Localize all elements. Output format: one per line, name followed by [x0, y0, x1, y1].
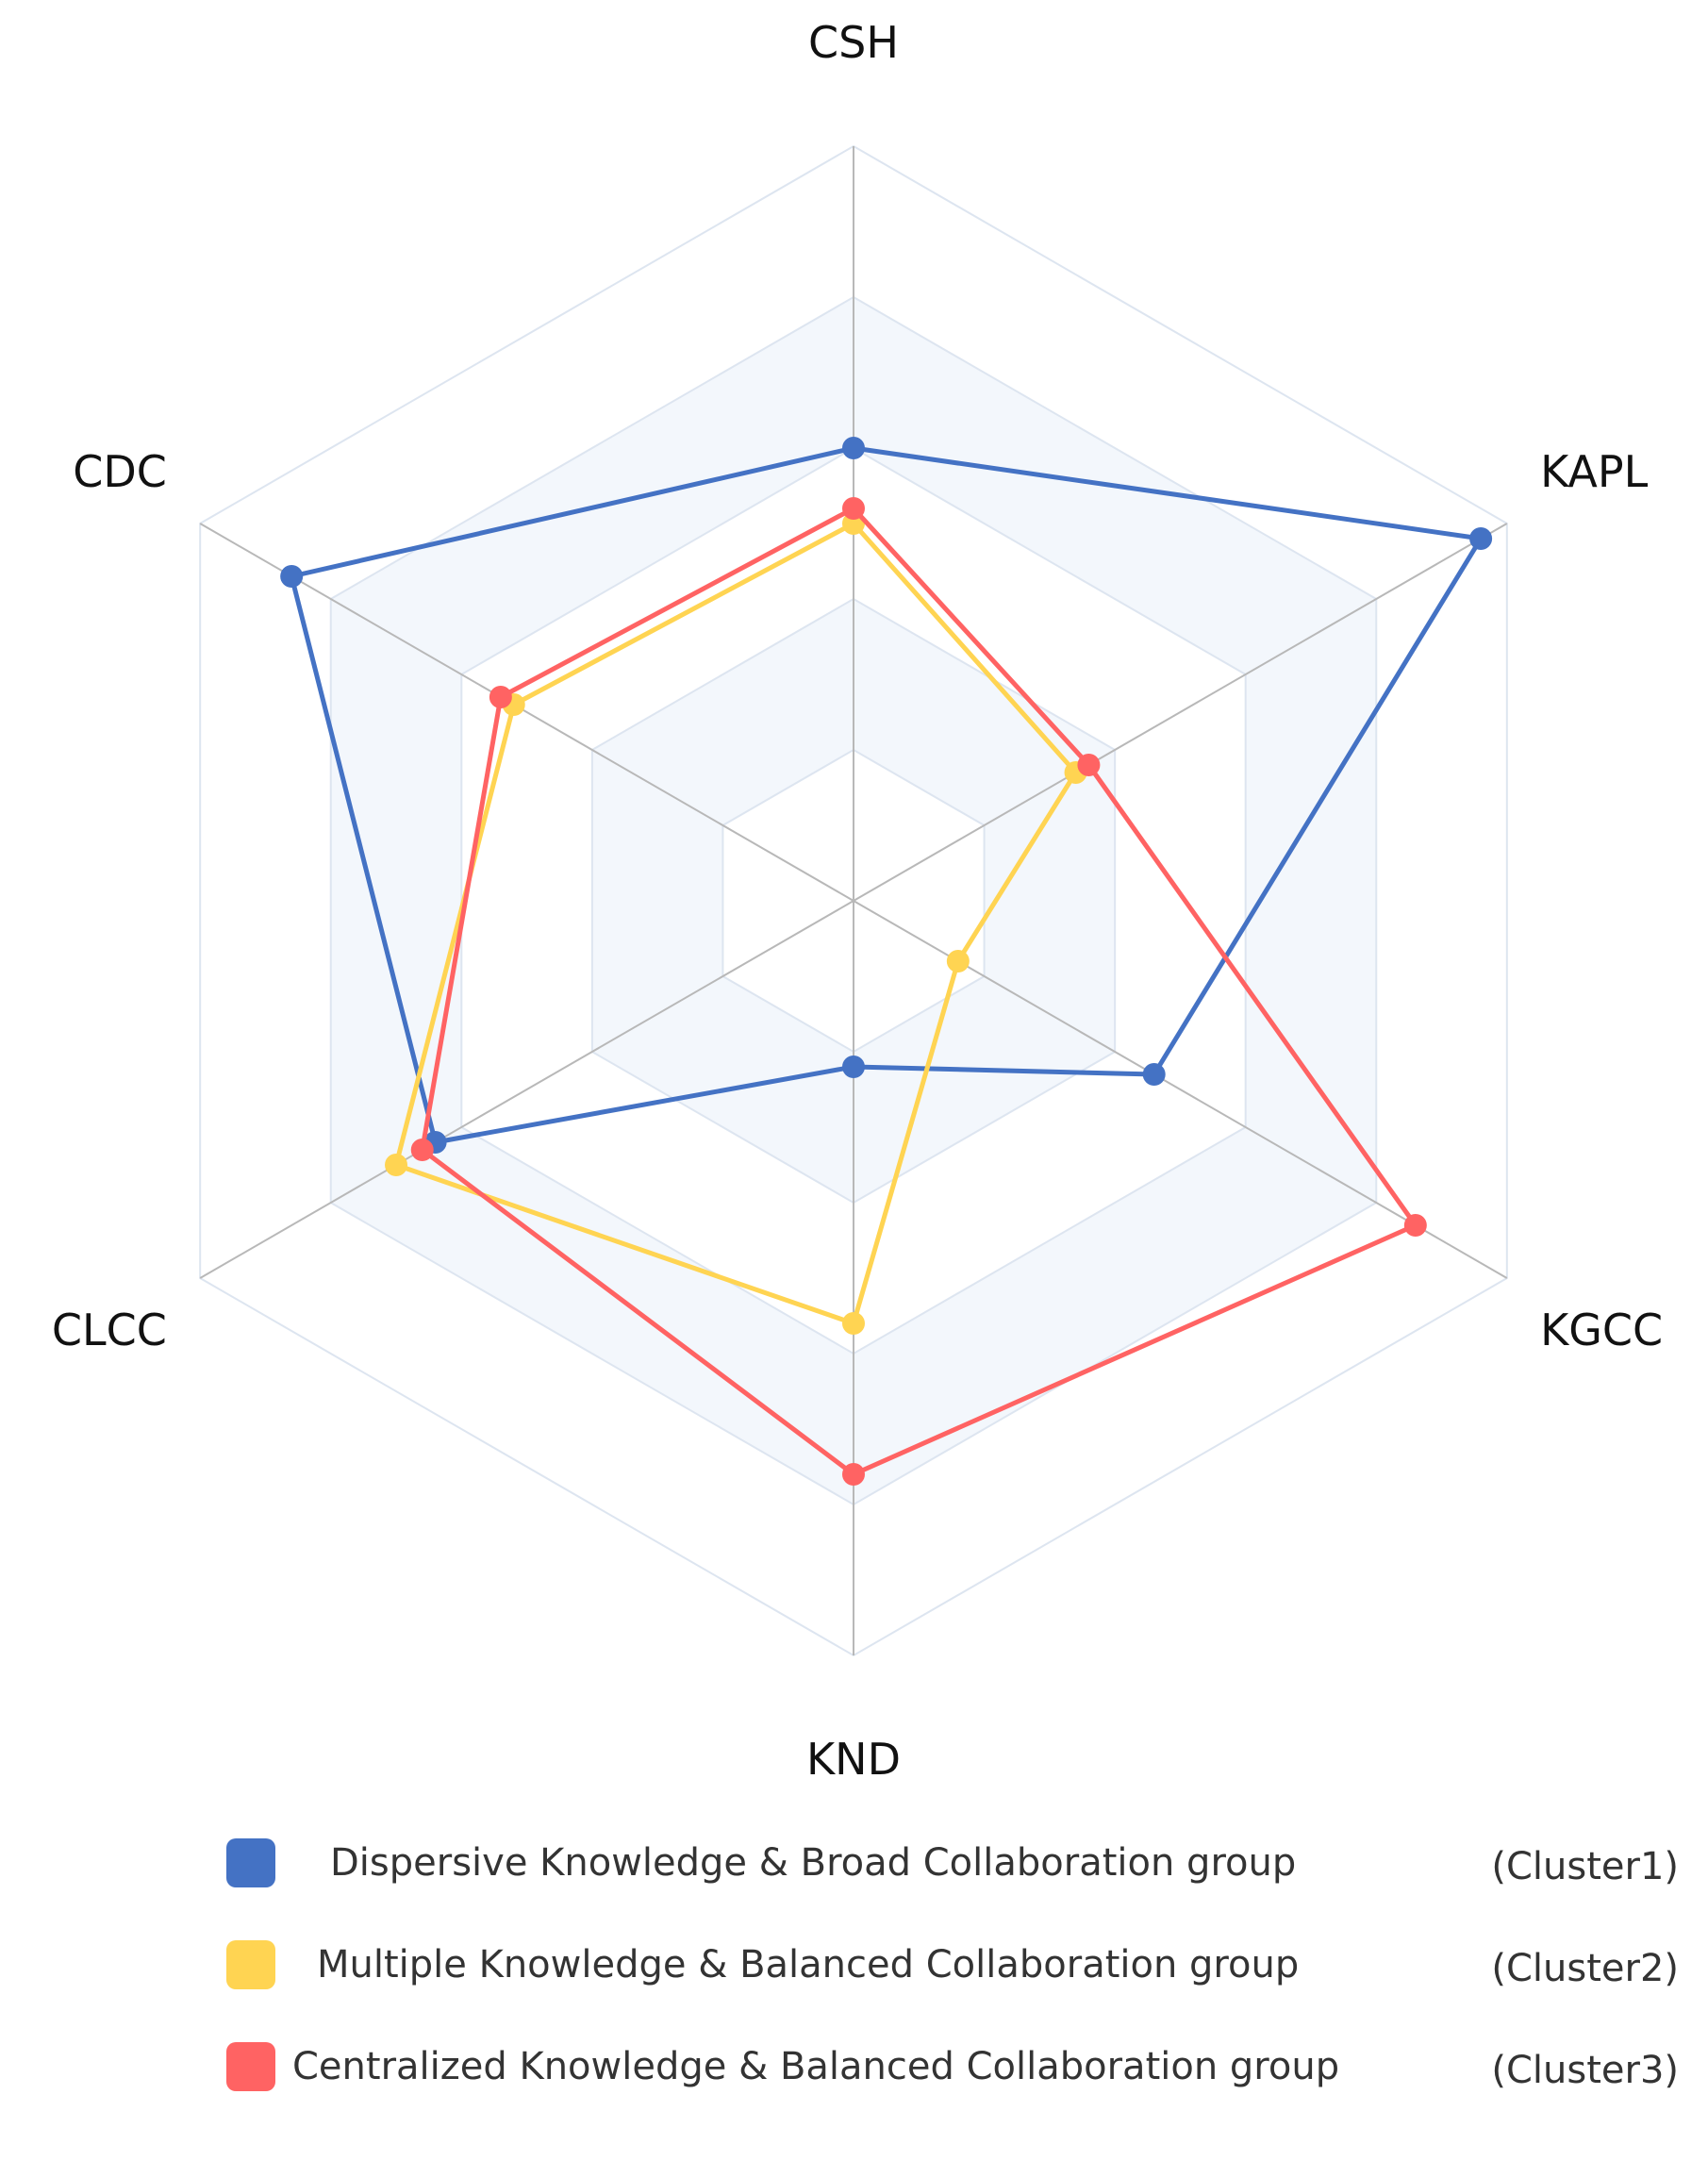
- series-cluster1: [280, 437, 1493, 1154]
- axis-label-csh: CSH: [808, 17, 899, 68]
- point-cluster3-knd[interactable]: [842, 1463, 865, 1486]
- point-cluster3-kgcc[interactable]: [1403, 1214, 1427, 1237]
- legend-swatch-cluster1: [226, 1838, 275, 1887]
- axis-label-knd: KND: [806, 1734, 901, 1785]
- point-cluster2-clcc[interactable]: [385, 1154, 408, 1176]
- spoke-clcc: [199, 900, 854, 1279]
- point-cluster1-csh[interactable]: [842, 437, 865, 459]
- point-cluster3-cdc[interactable]: [489, 686, 512, 708]
- legend-swatch-cluster3: [226, 2042, 275, 2091]
- legend-cluster-tag-1: (Cluster1): [1491, 1845, 1679, 1888]
- axis-label-kapl: KAPL: [1540, 446, 1649, 497]
- point-cluster3-clcc[interactable]: [410, 1139, 434, 1161]
- series-cluster3: [410, 497, 1427, 1486]
- point-cluster2-kgcc[interactable]: [946, 950, 970, 972]
- legend: Dispersive Knowledge & Broad Collaborati…: [0, 1830, 1708, 2141]
- axis-labels: CSH KAPL KGCC KND CLCC CDC: [52, 17, 1663, 1785]
- point-cluster3-csh[interactable]: [842, 497, 865, 520]
- legend-item-cluster2[interactable]: Multiple Knowledge & Balanced Collaborat…: [226, 1932, 1679, 1998]
- point-cluster1-cdc[interactable]: [280, 565, 304, 588]
- point-cluster1-knd[interactable]: [842, 1056, 865, 1078]
- radar-series: [280, 437, 1493, 1486]
- axis-label-kgcc: KGCC: [1540, 1305, 1663, 1355]
- legend-item-cluster3[interactable]: Centralized Knowledge & Balanced Collabo…: [226, 2034, 1679, 2100]
- legend-label-cluster1: Dispersive Knowledge & Broad Collaborati…: [330, 1841, 1297, 1885]
- spoke-kapl: [853, 523, 1508, 902]
- legend-cluster-tag-3: (Cluster3): [1491, 2049, 1679, 2092]
- point-cluster2-knd[interactable]: [842, 1312, 865, 1335]
- point-cluster1-kgcc[interactable]: [1142, 1063, 1166, 1086]
- legend-label-cluster2: Multiple Knowledge & Balanced Collaborat…: [317, 1943, 1300, 1986]
- axis-label-clcc: CLCC: [52, 1305, 167, 1355]
- legend-label-cluster3: Centralized Knowledge & Balanced Collabo…: [292, 2045, 1340, 2088]
- point-cluster1-kapl[interactable]: [1469, 527, 1493, 550]
- legend-cluster-tag-2: (Cluster2): [1491, 1947, 1679, 1990]
- point-cluster3-kapl[interactable]: [1077, 754, 1101, 776]
- radar-chart: CSH KAPL KGCC KND CLCC CDC: [52, 17, 1663, 1785]
- legend-swatch-cluster2: [226, 1940, 275, 1989]
- legend-item-cluster1[interactable]: Dispersive Knowledge & Broad Collaborati…: [226, 1830, 1679, 1896]
- series-cluster2: [385, 512, 1087, 1335]
- spoke-cdc: [199, 523, 854, 902]
- axis-label-cdc: CDC: [73, 446, 167, 497]
